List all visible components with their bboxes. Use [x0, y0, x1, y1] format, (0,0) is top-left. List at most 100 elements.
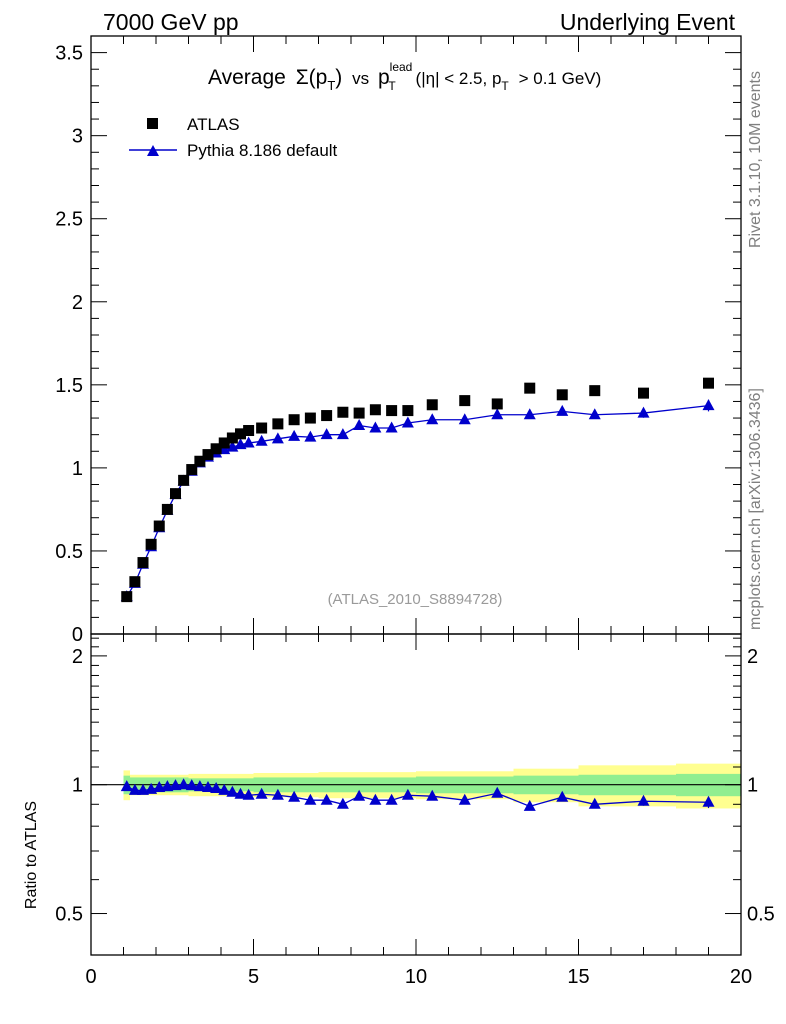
pythia-point — [304, 430, 317, 442]
ratio-point — [304, 793, 317, 805]
ratio-point — [426, 789, 439, 801]
atlas-point — [386, 405, 398, 417]
main-ytick-label: 0 — [72, 624, 83, 646]
ratio-point — [637, 794, 650, 806]
ratio-point — [491, 786, 504, 798]
legend-atlas-marker — [147, 118, 158, 129]
atlas-point — [353, 407, 365, 419]
atlas-point — [288, 414, 300, 426]
chart-title: Average Σ(pT) vs plead T (|η| < 2.5, pT >… — [208, 60, 601, 95]
ratio-point — [226, 785, 239, 797]
rivet-label: Rivet 3.1.10, 10M events — [747, 71, 764, 248]
atlas-point — [256, 422, 268, 434]
analysis-label: (ATLAS_2010_S8894728) — [328, 591, 503, 608]
xtick-label: 20 — [730, 966, 752, 988]
main-ytick-label: 3.5 — [55, 43, 83, 65]
atlas-point — [589, 385, 601, 397]
ratio-point — [185, 779, 198, 791]
header-left: 7000 GeV pp — [103, 9, 239, 35]
atlas-point — [402, 405, 414, 417]
ratio-line — [126, 784, 709, 808]
pythia-point — [588, 408, 601, 420]
ratio-point — [153, 781, 166, 793]
atlas-point — [703, 377, 714, 389]
atlas-point — [170, 488, 181, 500]
ratio-ytick-label-right: 2 — [747, 646, 758, 668]
atlas-point — [524, 382, 536, 394]
ratio-point — [137, 783, 149, 795]
pythia-point — [401, 416, 414, 428]
atlas-point — [321, 410, 333, 422]
xtick-label: 5 — [248, 966, 259, 988]
legend-atlas-label: ATLAS — [187, 115, 240, 134]
ratio-point — [169, 779, 182, 791]
atlas-point — [210, 443, 222, 455]
ratio-point — [120, 780, 133, 792]
atlas-point — [304, 412, 316, 424]
atlas-point — [235, 428, 246, 440]
header-right: Underlying Event — [560, 9, 736, 35]
pythia-point — [458, 413, 471, 425]
atlas-series — [121, 377, 714, 603]
xtick-label: 15 — [567, 966, 589, 988]
atlas-point — [272, 418, 284, 430]
pythia-line — [126, 404, 709, 597]
pythia-point — [255, 434, 268, 446]
ratio-point — [320, 793, 333, 805]
atlas-point — [426, 399, 438, 411]
pythia-point — [637, 406, 650, 418]
ratio-point — [288, 790, 301, 802]
ratio-point — [210, 781, 223, 793]
atlas-point — [459, 395, 471, 407]
pythia-point — [288, 429, 301, 441]
ratio-point — [588, 797, 601, 809]
ratio-point — [556, 790, 569, 802]
atlas-point — [202, 449, 214, 461]
ratio-point — [523, 799, 536, 811]
pythia-point — [320, 428, 333, 440]
ratio-point — [385, 793, 398, 805]
ratio-point — [458, 793, 471, 805]
ratio-point — [218, 783, 231, 795]
pythia-point — [369, 421, 382, 433]
xtick-label: 10 — [405, 966, 427, 988]
ratio-point — [702, 795, 715, 807]
atlas-point — [186, 464, 198, 476]
pythia-point — [523, 408, 536, 420]
ratio-point — [242, 788, 255, 800]
ratio-ytick-label-left: 2 — [72, 646, 83, 668]
atlas-point — [226, 432, 238, 444]
atlas-point — [121, 591, 133, 603]
atlas-point — [491, 398, 503, 410]
main-ytick-label: 2.5 — [55, 209, 83, 231]
atlas-point — [243, 425, 255, 437]
ratio-pythia-series — [120, 778, 715, 811]
atlas-point — [153, 520, 165, 532]
legend-pythia-label: Pythia 8.186 default — [187, 141, 338, 160]
pythia-point — [336, 428, 349, 440]
ratio-point — [193, 780, 206, 792]
ratio-point — [255, 787, 268, 799]
ratio-ytick-label-right: 1 — [747, 775, 758, 797]
ratio-point — [234, 787, 247, 799]
atlas-point — [178, 474, 190, 486]
ratio-point — [161, 780, 174, 792]
ratio-point — [177, 778, 190, 790]
main-ytick-label: 3 — [72, 126, 83, 148]
atlas-point — [137, 557, 149, 569]
ratio-ytick-label-right: 0.5 — [747, 904, 775, 926]
ratio-point — [128, 783, 141, 795]
main-ytick-label: 0.5 — [55, 541, 83, 563]
xtick-label: 0 — [85, 966, 96, 988]
legend: ATLAS Pythia 8.186 default — [129, 115, 338, 160]
atlas-point — [218, 437, 230, 449]
ratio-point — [353, 789, 366, 801]
ratio-axis-ticks: 0 5 10 15 20 0.5 0.5 1 1 2 2 — [55, 634, 775, 988]
pythia-point — [271, 432, 284, 444]
ratio-frame — [90, 633, 742, 956]
main-axis-ticks: 0 0.5 1 1.5 2 2.5 3 3.5 — [55, 36, 742, 646]
atlas-point — [556, 389, 568, 401]
pythia-point — [426, 413, 439, 425]
ratio-point — [202, 781, 214, 793]
